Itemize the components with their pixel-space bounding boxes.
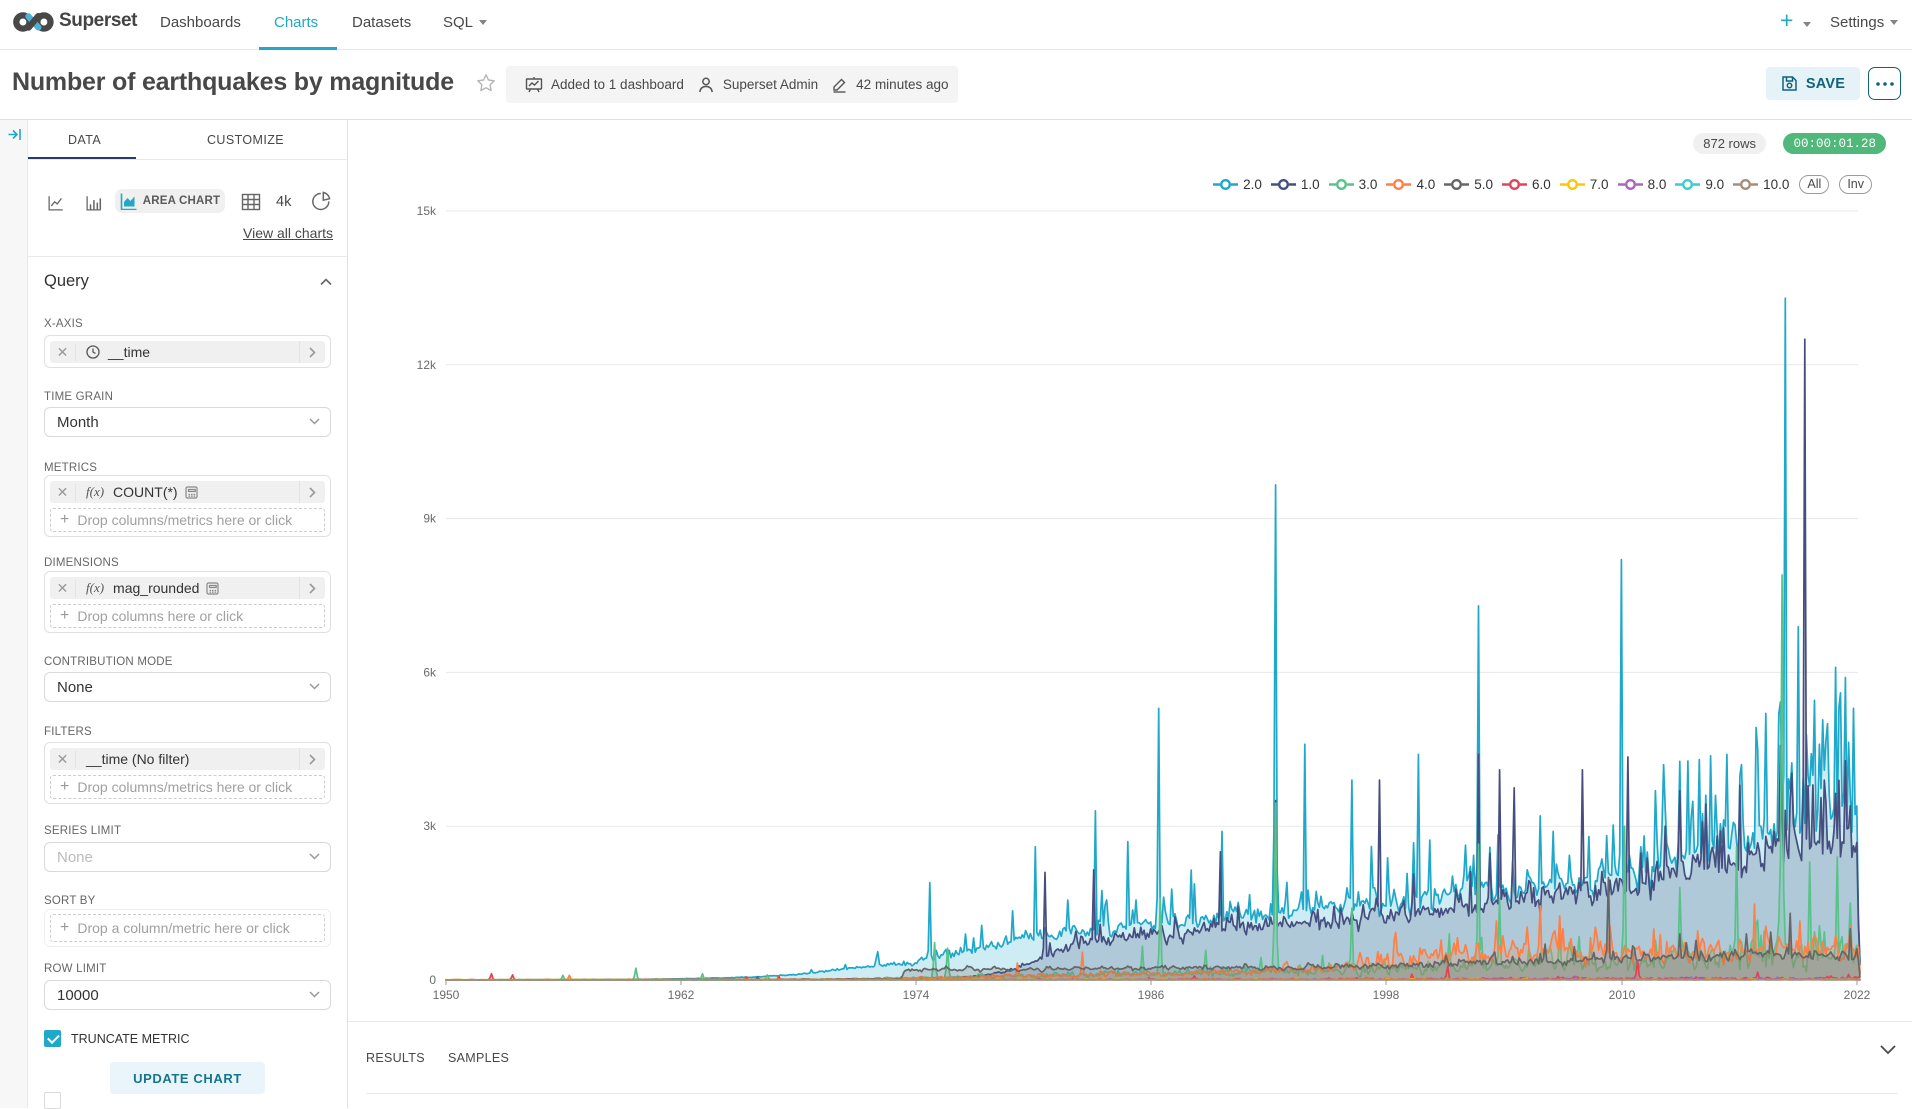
- svg-text:6k: 6k: [423, 665, 437, 679]
- svg-text:3k: 3k: [423, 819, 437, 833]
- svg-text:12k: 12k: [417, 358, 437, 372]
- svg-text:1974: 1974: [903, 988, 930, 1002]
- svg-text:0: 0: [429, 973, 436, 987]
- svg-text:1950: 1950: [433, 988, 460, 1002]
- svg-text:2022: 2022: [1844, 988, 1871, 1002]
- svg-text:1998: 1998: [1373, 988, 1400, 1002]
- svg-text:1986: 1986: [1138, 988, 1165, 1002]
- svg-text:1962: 1962: [668, 988, 695, 1002]
- svg-text:9k: 9k: [423, 512, 437, 526]
- svg-text:15k: 15k: [417, 204, 437, 218]
- svg-text:2010: 2010: [1609, 988, 1636, 1002]
